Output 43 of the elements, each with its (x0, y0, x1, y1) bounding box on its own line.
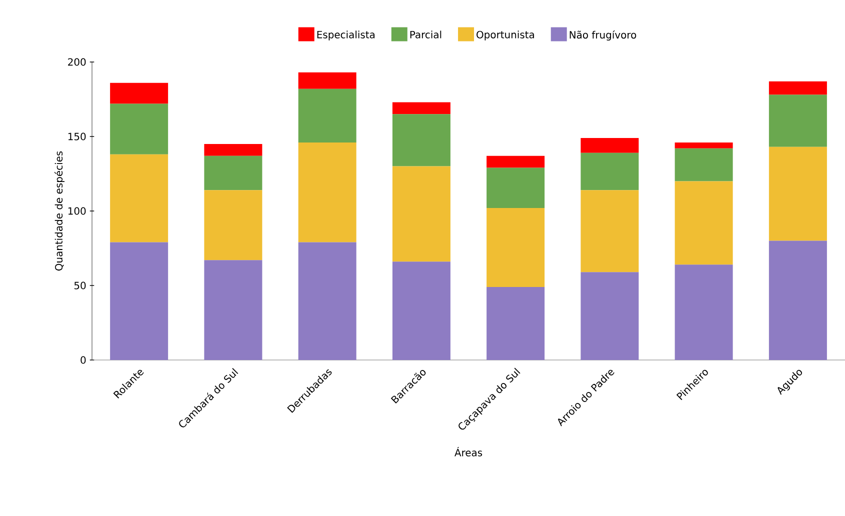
y-axis-title: Quantidade de espécies (54, 151, 65, 271)
bar (580, 138, 639, 153)
bar (768, 81, 827, 95)
bar (392, 114, 450, 166)
bar (580, 152, 639, 190)
x-axis-title: Áreas (454, 446, 482, 456)
bar (298, 88, 356, 142)
bar (392, 102, 450, 114)
bar (110, 82, 168, 104)
bar (392, 166, 450, 262)
bar (110, 242, 168, 360)
bar (486, 286, 545, 360)
bar (298, 72, 356, 89)
bar (486, 208, 545, 287)
bar (674, 181, 733, 265)
bar (110, 104, 168, 154)
bar (392, 262, 450, 360)
bar (580, 272, 639, 360)
bar (486, 168, 545, 208)
y-tick-label: 200 (68, 58, 86, 66)
bar (486, 156, 545, 168)
bar (298, 142, 356, 242)
bar (674, 148, 733, 182)
legend-label: Oportunista (476, 30, 534, 40)
legend-label: Não frugívoro (570, 30, 636, 41)
legend-label: Especialista (317, 30, 374, 40)
legend-label: Parcial (410, 30, 442, 38)
bar (674, 264, 733, 360)
bar (768, 94, 827, 147)
bar (674, 142, 733, 148)
bar (580, 190, 639, 272)
bar (768, 146, 827, 241)
bar (204, 144, 262, 156)
bar (298, 242, 356, 360)
bar (110, 154, 168, 242)
bar (204, 260, 262, 360)
y-tick-label: 50 (74, 282, 86, 290)
bar (204, 190, 262, 260)
bar (768, 240, 827, 360)
y-tick-label: 0 (80, 356, 86, 364)
bar (204, 156, 262, 190)
y-tick-label: 150 (68, 132, 86, 140)
y-tick-label: 100 (68, 207, 86, 215)
